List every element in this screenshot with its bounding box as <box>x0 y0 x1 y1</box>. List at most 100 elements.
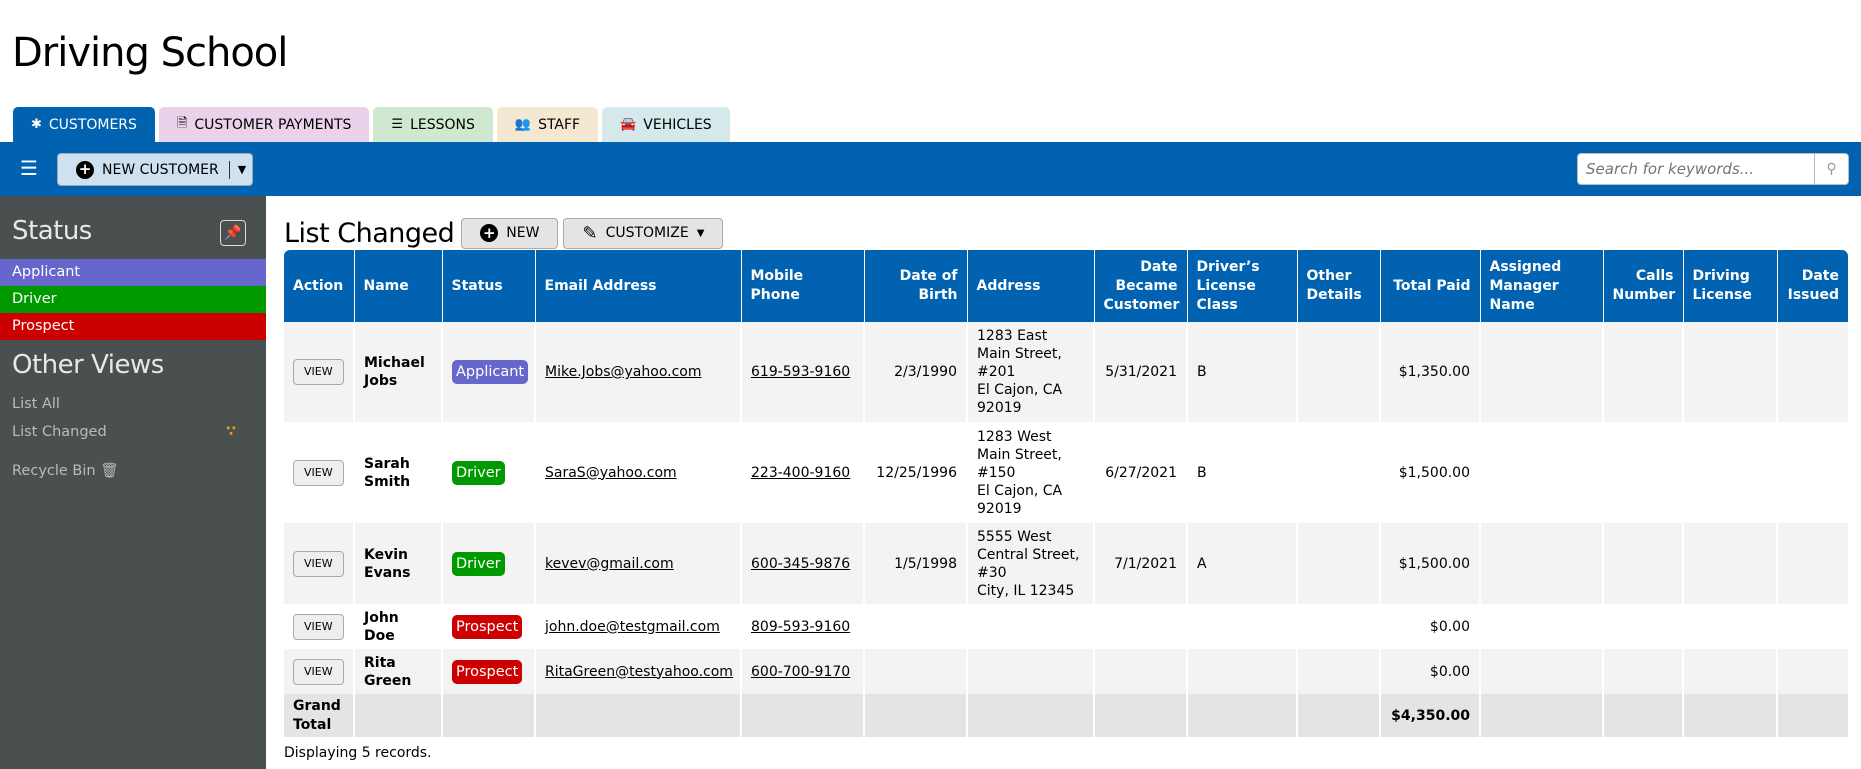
column-header[interactable]: Calls Number <box>1602 250 1683 322</box>
email-link[interactable]: SaraS@yahoo.com <box>545 464 677 481</box>
table-cell: SaraS@yahoo.com <box>534 422 741 523</box>
date-of-birth: 1/5/1998 <box>894 555 957 572</box>
table-cell <box>1186 694 1297 737</box>
status-filter-prospect[interactable]: Prospect <box>0 313 266 340</box>
email-link[interactable]: kevev@gmail.com <box>545 555 674 572</box>
view-button[interactable]: VIEW <box>293 658 344 685</box>
toolbar: ☰ + NEW CUSTOMER ▼ ⚲ <box>0 142 1861 196</box>
other-views-heading: Other Views <box>12 350 164 380</box>
invoice-dollar-icon: 🗎 <box>176 115 188 131</box>
column-header[interactable]: Mobile Phone <box>740 250 864 322</box>
table-cell: kevev@gmail.com <box>534 523 741 604</box>
address-line: 1283 East Main Street, #201 <box>977 328 1062 380</box>
table-cell: Prospect <box>441 604 535 649</box>
phone-link[interactable]: 809-593-9160 <box>751 618 851 635</box>
view-button[interactable]: VIEW <box>293 613 344 640</box>
column-header[interactable]: Driver’s License Class <box>1186 250 1297 322</box>
table-cell: 223-400-9160 <box>740 422 864 523</box>
table-cell: $0.00 <box>1379 649 1480 694</box>
table-cell <box>1682 422 1777 523</box>
email-link[interactable]: RitaGreen@testyahoo.com <box>545 663 733 680</box>
status-badge: Prospect <box>452 659 523 684</box>
new-customer-button[interactable]: + NEW CUSTOMER ▼ <box>57 153 253 186</box>
table-cell <box>1296 422 1380 523</box>
module-tabs: ✱ CUSTOMERS 🗎 CUSTOMER PAYMENTS ☰ LESSONS 👥 STA… <box>13 107 730 142</box>
email-link[interactable]: john.doe@testgmail.com <box>545 618 720 635</box>
license-class: A <box>1197 555 1207 572</box>
main-content: List Changed + NEW ✎ CUSTOMIZE ▼ Action Name… <box>284 216 1848 761</box>
tab-lessons[interactable]: ☰ LESSONS <box>373 107 493 142</box>
table-cell <box>1682 604 1777 649</box>
customer-name: John Doe <box>364 609 399 644</box>
record-count: Displaying 5 records. <box>284 745 432 761</box>
column-header[interactable]: Status <box>441 250 535 322</box>
address-line: 1283 West Main Street, #150 <box>977 428 1062 481</box>
table-cell: VIEW <box>284 422 354 523</box>
column-header[interactable]: Address <box>966 250 1094 322</box>
column-header[interactable]: Date of Birth <box>863 250 967 322</box>
pin-icon[interactable]: 📌 <box>220 220 246 246</box>
view-recycle-bin[interactable]: Recycle Bin 🗑 <box>0 462 266 479</box>
column-header[interactable]: Name <box>353 250 442 322</box>
customer-name: Kevin Evans <box>364 546 411 581</box>
status-filter-driver[interactable]: Driver <box>0 286 266 313</box>
total-paid: $1,350.00 <box>1398 364 1470 380</box>
view-list-changed[interactable]: List Changed ∵ <box>0 424 266 452</box>
view-button[interactable]: VIEW <box>293 359 344 385</box>
table-cell: RitaGreen@testyahoo.com <box>534 649 741 694</box>
dropdown-caret-icon[interactable]: ▼ <box>237 163 247 176</box>
table-cell <box>863 604 967 649</box>
table-cell: B <box>1186 422 1297 523</box>
list-title: List Changed <box>284 217 455 249</box>
table-cell: VIEW <box>284 649 354 694</box>
phone-link[interactable]: 600-700-9170 <box>751 663 851 680</box>
view-list-all[interactable]: List All <box>12 396 60 412</box>
customize-button[interactable]: ✎ CUSTOMIZE ▼ <box>563 217 724 249</box>
search-input[interactable] <box>1578 154 1814 184</box>
search-icon[interactable]: ⚲ <box>1814 154 1848 184</box>
phone-link[interactable]: 619-593-9160 <box>751 364 851 380</box>
column-header[interactable]: Total Paid <box>1379 250 1480 322</box>
table-cell <box>1602 694 1683 737</box>
table-cell <box>1093 694 1187 737</box>
tab-customer-payments[interactable]: 🗎 CUSTOMER PAYMENTS <box>158 107 370 142</box>
table-cell: Mike.Jobs@yahoo.com <box>534 322 741 422</box>
column-header[interactable]: Driving License <box>1682 250 1777 322</box>
view-button[interactable]: VIEW <box>293 550 344 577</box>
email-link[interactable]: Mike.Jobs@yahoo.com <box>545 364 702 380</box>
new-button[interactable]: + NEW <box>461 217 559 249</box>
table-cell: Prospect <box>441 649 535 694</box>
rss-icon[interactable]: ∵ <box>226 424 237 440</box>
list-header: List Changed + NEW ✎ CUSTOMIZE ▼ <box>284 216 1848 250</box>
phone-link[interactable]: 223-400-9160 <box>751 464 851 481</box>
table-cell: Sarah Smith <box>353 422 442 523</box>
column-header[interactable]: Other Details <box>1296 250 1380 322</box>
total-paid: $1,500.00 <box>1398 555 1470 572</box>
column-header[interactable]: Email Address <box>534 250 741 322</box>
table-cell: 6/27/2021 <box>1093 422 1187 523</box>
phone-link[interactable]: 600-345-9876 <box>751 555 851 572</box>
table-cell <box>1682 694 1777 737</box>
tab-customers[interactable]: ✱ CUSTOMERS <box>13 107 155 142</box>
column-header[interactable]: Date Became Customer <box>1093 250 1187 322</box>
table-cell <box>1776 322 1848 422</box>
customers-table: Action Name Status Email Address Mobile Phon… <box>284 250 1848 737</box>
table-cell <box>966 694 1094 737</box>
dropdown-caret-icon: ▼ <box>696 227 705 239</box>
column-header[interactable]: Action <box>284 250 354 322</box>
table-cell <box>1776 649 1848 694</box>
table-cell <box>1602 322 1683 422</box>
search-box: ⚲ <box>1577 153 1849 185</box>
tab-staff[interactable]: 👥 STAFF <box>496 107 599 142</box>
table-cell: 1/5/1998 <box>863 523 967 604</box>
tab-vehicles[interactable]: 🚘 VEHICLES <box>602 107 730 142</box>
hamburger-menu-icon[interactable]: ☰ <box>20 156 38 180</box>
column-header[interactable]: Date Issued <box>1776 250 1848 322</box>
license-class: B <box>1197 464 1207 481</box>
status-filter-applicant[interactable]: Applicant <box>0 259 266 286</box>
table-cell <box>1479 694 1603 737</box>
table-cell <box>1602 523 1683 604</box>
table-cell: $0.00 <box>1379 604 1480 649</box>
column-header[interactable]: Assigned Manager Name <box>1479 250 1603 322</box>
view-button[interactable]: VIEW <box>293 459 344 486</box>
